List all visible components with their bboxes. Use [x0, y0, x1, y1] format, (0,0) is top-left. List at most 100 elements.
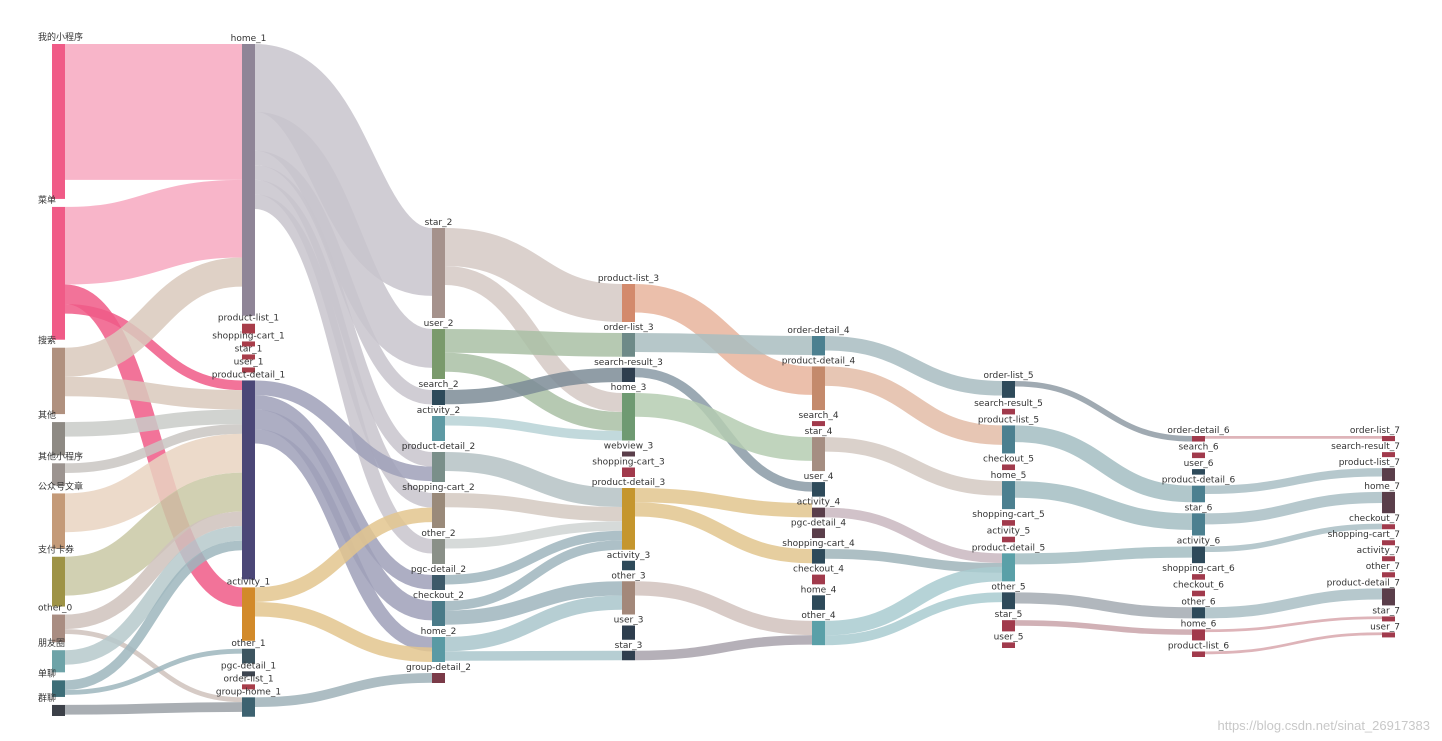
- sankey-node-product-detail_7[interactable]: [1382, 588, 1395, 606]
- sankey-node-单聊[interactable]: [52, 680, 65, 697]
- sankey-node-checkout_6[interactable]: [1192, 590, 1205, 597]
- sankey-node-product-list_1[interactable]: [242, 323, 255, 334]
- sankey-link-product-list_5-to-product-detail_6[interactable]: [1014, 425, 1193, 503]
- sankey-node-product-list_3[interactable]: [622, 284, 635, 322]
- sankey-node-product-detail_2[interactable]: [432, 452, 445, 482]
- sankey-node-search_2[interactable]: [432, 390, 445, 405]
- sankey-link-支付卡券-to-product-detail_1[interactable]: [64, 472, 243, 596]
- sankey-node-search-result_3[interactable]: [622, 367, 635, 382]
- sankey-link-home_1-to-shopping-cart_2[interactable]: [254, 179, 433, 508]
- sankey-node-user_2[interactable]: [432, 329, 445, 379]
- sankey-node-order-list_7[interactable]: [1382, 436, 1395, 442]
- sankey-link-home_1-to-search_2[interactable]: [254, 150, 433, 405]
- sankey-link-home_2-to-other_3[interactable]: [444, 595, 623, 652]
- sankey-link-home_1-to-user_2[interactable]: [252, 111, 435, 368]
- sankey-link-other_2-to-product-detail_3[interactable]: [444, 521, 623, 549]
- sankey-node-star_3[interactable]: [622, 650, 635, 661]
- sankey-link-home_1-to-star_2[interactable]: [251, 44, 436, 296]
- sankey-node-pgc-detail_2[interactable]: [432, 575, 445, 590]
- sankey-node-activity_5[interactable]: [1002, 536, 1015, 543]
- sankey-link-群聊-to-group-home_1[interactable]: [64, 702, 243, 715]
- sankey-link-activity_1-to-shopping-cart_2[interactable]: [254, 507, 433, 602]
- sankey-node-activity_3[interactable]: [622, 560, 635, 571]
- sankey-link-product-detail_3-to-activity_4[interactable]: [634, 488, 813, 518]
- sankey-node-支付卡券[interactable]: [52, 556, 65, 607]
- sankey-link-shopping-cart_4-to-product-detail_5[interactable]: [824, 549, 1003, 573]
- sankey-link-product-detail_3-to-shopping-cart_4[interactable]: [634, 502, 813, 564]
- sankey-node-checkout_2[interactable]: [432, 601, 445, 626]
- sankey-link-公众号文章-to-product-detail_1[interactable]: [64, 433, 243, 533]
- sankey-node-order-list_5[interactable]: [1002, 381, 1015, 398]
- sankey-link-其他小程序-to-product-detail_1[interactable]: [64, 424, 243, 473]
- sankey-node-order-detail_6[interactable]: [1192, 436, 1205, 442]
- sankey-node-product-detail_1[interactable]: [242, 380, 255, 580]
- sankey-node-home_7[interactable]: [1382, 491, 1395, 514]
- sankey-node-home_6[interactable]: [1192, 629, 1205, 641]
- sankey-node-其他小程序[interactable]: [52, 463, 65, 486]
- sankey-link-product-detail_1-to-product-detail_2[interactable]: [254, 380, 433, 482]
- sankey-link-star_6-to-home_7[interactable]: [1204, 491, 1383, 525]
- sankey-node-search_4[interactable]: [812, 421, 825, 427]
- sankey-node-order-list_1[interactable]: [242, 684, 255, 690]
- sankey-node-user_7[interactable]: [1382, 632, 1395, 638]
- sankey-link-home_2-to-star_3[interactable]: [444, 650, 623, 661]
- sankey-link-star_2-to-product-list_3[interactable]: [444, 228, 623, 322]
- sankey-node-shopping-cart_5[interactable]: [1002, 520, 1015, 526]
- sankey-node-home_1[interactable]: [242, 44, 255, 316]
- sankey-link-单聊-to-product-detail_1[interactable]: [64, 540, 243, 691]
- sankey-node-我的小程序[interactable]: [52, 44, 65, 199]
- sankey-link-product-detail_6-to-product-list_7[interactable]: [1204, 468, 1383, 494]
- sankey-link-product-detail_1-to-home_2[interactable]: [254, 428, 433, 652]
- sankey-link-搜索-to-product-detail_1[interactable]: [64, 376, 243, 410]
- sankey-node-other_4[interactable]: [812, 620, 825, 646]
- sankey-link-checkout_2-to-product-detail_3[interactable]: [444, 540, 623, 611]
- sankey-link-order-detail_4-to-order-list_5[interactable]: [824, 335, 1003, 396]
- sankey-node-search-result_5[interactable]: [1002, 408, 1015, 415]
- sankey-node-pgc-detail_4[interactable]: [812, 528, 825, 539]
- sankey-node-home_2[interactable]: [432, 637, 445, 662]
- sankey-link-star_3-to-other_4[interactable]: [634, 635, 813, 661]
- sankey-link-other_3-to-other_4[interactable]: [634, 581, 813, 636]
- sankey-link-product-detail_1-to-checkout_2[interactable]: [254, 409, 433, 621]
- sankey-node-star_7[interactable]: [1382, 616, 1395, 622]
- sankey-link-product-list_6-to-user_7[interactable]: [1204, 632, 1383, 655]
- sankey-node-shopping-cart_6[interactable]: [1192, 574, 1205, 580]
- sankey-link-other_4-to-product-detail_5[interactable]: [824, 566, 1003, 636]
- sankey-link-activity_6-to-checkout_7[interactable]: [1204, 523, 1383, 553]
- sankey-node-home_4[interactable]: [812, 595, 825, 610]
- sankey-node-star_5[interactable]: [1002, 620, 1015, 632]
- sankey-node-搜索[interactable]: [52, 347, 65, 415]
- sankey-node-shopping-cart_4[interactable]: [812, 549, 825, 564]
- sankey-node-user_5[interactable]: [1002, 642, 1015, 648]
- sankey-link-search_2-to-search-result_3[interactable]: [444, 367, 623, 405]
- sankey-link-shopping-cart_2-to-product-detail_3[interactable]: [444, 493, 623, 522]
- sankey-node-checkout_4[interactable]: [812, 574, 825, 585]
- sankey-node-product-detail_3[interactable]: [622, 488, 635, 550]
- sankey-node-product-list_5[interactable]: [1002, 425, 1015, 454]
- sankey-node-other_3[interactable]: [622, 581, 635, 615]
- sankey-node-star_1[interactable]: [242, 354, 255, 360]
- sankey-node-user_3[interactable]: [622, 625, 635, 640]
- sankey-node-user_6[interactable]: [1192, 469, 1205, 475]
- sankey-link-home_5-to-star_6[interactable]: [1014, 481, 1193, 530]
- sankey-node-search_6[interactable]: [1192, 452, 1205, 459]
- sankey-node-other_7[interactable]: [1382, 572, 1395, 578]
- sankey-node-webview_3[interactable]: [622, 451, 635, 457]
- sankey-node-activity_7[interactable]: [1382, 556, 1395, 562]
- sankey-link-group-home_1-to-group-detail_2[interactable]: [254, 672, 433, 708]
- sankey-link-菜单-to-home_1[interactable]: [64, 179, 243, 285]
- sankey-link-home_3-to-star_4[interactable]: [634, 393, 813, 461]
- sankey-node-other_0[interactable]: [52, 614, 65, 643]
- sankey-link-order-list_3-to-order-detail_4[interactable]: [634, 333, 813, 355]
- sankey-node-product-detail_5[interactable]: [1002, 553, 1015, 582]
- sankey-node-group-detail_2[interactable]: [432, 673, 445, 683]
- sankey-link-star_4-to-home_5[interactable]: [824, 437, 1003, 496]
- sankey-node-home_5[interactable]: [1002, 481, 1015, 510]
- sankey-node-activity_6[interactable]: [1192, 546, 1205, 564]
- sankey-node-公众号文章[interactable]: [52, 493, 65, 549]
- sankey-node-search-result_7[interactable]: [1382, 452, 1395, 458]
- sankey-node-shopping-cart_3[interactable]: [622, 467, 635, 478]
- sankey-link-activity_1-to-home_2[interactable]: [254, 601, 433, 662]
- sankey-node-product-list_6[interactable]: [1192, 651, 1205, 657]
- sankey-node-群聊[interactable]: [52, 704, 65, 716]
